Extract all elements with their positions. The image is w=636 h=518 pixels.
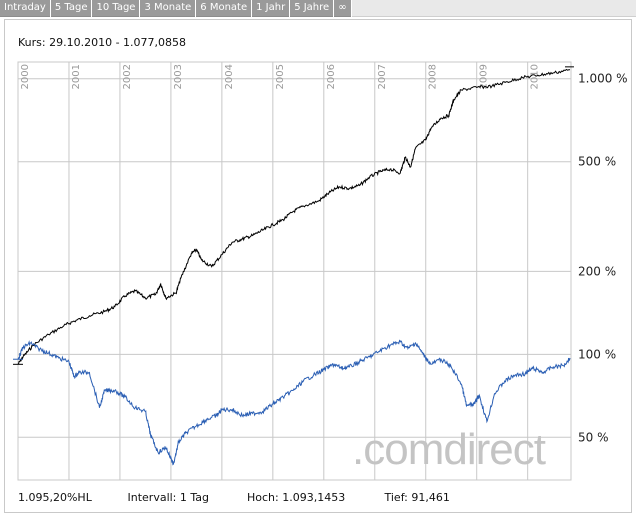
x-tick-label: 2005 bbox=[275, 64, 286, 89]
period-tabs: Intraday 5 Tage 10 Tage 3 Monate 6 Monate 1 J… bbox=[0, 0, 636, 17]
chart-series bbox=[13, 66, 574, 466]
x-tick-label: 2008 bbox=[428, 64, 439, 89]
x-tick-label: 2010 bbox=[530, 64, 541, 89]
y-tick-label: 500 % bbox=[578, 155, 616, 169]
y-tick-label: 100 % bbox=[578, 347, 616, 361]
tab-6[interactable]: 5 Jahre bbox=[290, 0, 334, 17]
tab-1[interactable]: 5 Tage bbox=[50, 0, 92, 17]
chart-footer: 1.095,20%HL Intervall: 1 Tag Hoch: 1.093… bbox=[18, 491, 450, 504]
high-value: Hoch: 1.093,1453 bbox=[247, 491, 346, 504]
tab-2[interactable]: 10 Tage bbox=[92, 0, 140, 17]
comdirect-watermark: .comdirect bbox=[352, 425, 546, 474]
y-tick-label: 200 % bbox=[578, 264, 616, 278]
tab-bar-filler bbox=[351, 0, 636, 17]
x-tick-label: 2007 bbox=[377, 64, 388, 89]
chart-grid bbox=[17, 61, 572, 481]
tab-4[interactable]: 6 Monate bbox=[196, 0, 252, 17]
x-tick-label: 2001 bbox=[71, 64, 82, 89]
y-tick-label: 50 % bbox=[578, 430, 609, 444]
x-tick-label: 2000 bbox=[20, 64, 31, 89]
tab-0[interactable]: Intraday bbox=[0, 0, 50, 17]
tab-7[interactable]: ∞ bbox=[334, 0, 351, 17]
series-line-0 bbox=[17, 68, 570, 365]
interval-value: Intervall: 1 Tag bbox=[127, 491, 210, 504]
y-axis-labels: 50 % 100 % 200 % 500 % 1.000 % bbox=[578, 72, 628, 445]
y-tick-label: 1.000 % bbox=[578, 72, 628, 86]
change-value: 1.095,20%HL bbox=[18, 491, 92, 504]
kurs-label: Kurs: 29.10.2010 - 1.077,0858 bbox=[18, 36, 187, 49]
chart-panel bbox=[4, 19, 632, 513]
low-value: Tief: 91,461 bbox=[384, 491, 450, 504]
series-line-1 bbox=[17, 339, 571, 466]
tab-5[interactable]: 1 Jahr bbox=[252, 0, 290, 17]
x-tick-label: 2009 bbox=[479, 64, 490, 89]
x-tick-label: 2002 bbox=[122, 64, 133, 89]
x-axis-labels: 2000 2001 2002 2003 2004 2005 2006 2007 2008 2009… bbox=[20, 64, 541, 89]
x-tick-label: 2006 bbox=[326, 64, 337, 89]
tab-3[interactable]: 3 Monate bbox=[140, 0, 196, 17]
x-tick-label: 2003 bbox=[173, 64, 184, 89]
x-tick-label: 2004 bbox=[224, 64, 235, 89]
